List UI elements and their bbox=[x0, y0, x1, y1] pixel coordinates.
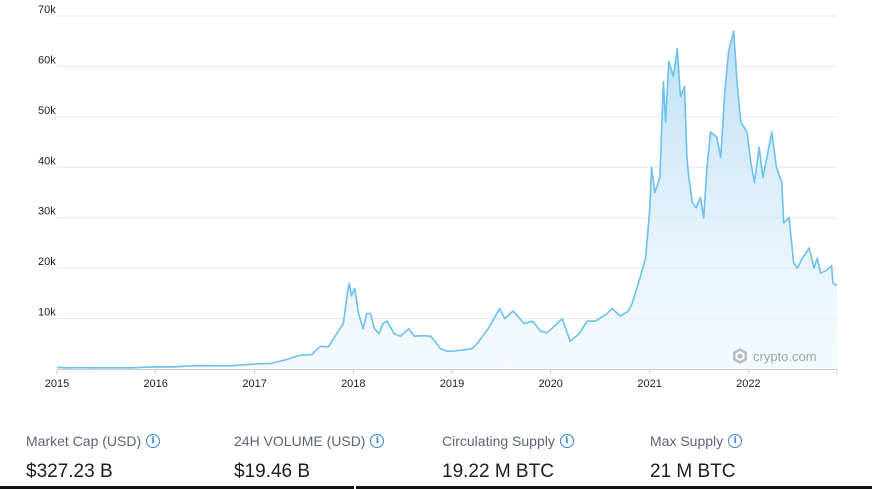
price-area bbox=[56, 30, 838, 369]
stat-max-supply-label: Max Supply bbox=[650, 433, 724, 449]
stat-market-cap: Market Cap (USD) i $327.23 B bbox=[26, 432, 161, 483]
x-tick-label: 2017 bbox=[242, 378, 266, 390]
y-tick-label: 20k bbox=[38, 256, 56, 268]
bottom-divider-gap bbox=[354, 486, 356, 489]
price-chart-svg[interactable]: 10k 20k 30k 40k 50k 60k 70k 2015 2016 2017 2018 201… bbox=[0, 0, 872, 400]
bottom-divider bbox=[0, 486, 872, 489]
stat-market-cap-label-row: Market Cap (USD) i bbox=[26, 432, 161, 450]
stat-max-supply-value: 21 M BTC bbox=[650, 461, 736, 482]
stat-circulating-supply: Circulating Supply i 19.22 M BTC bbox=[442, 432, 574, 483]
y-tick-label: 10k bbox=[38, 307, 56, 319]
crypto-com-watermark: crypto.com bbox=[732, 347, 817, 365]
stat-max-supply: Max Supply i 21 M BTC bbox=[650, 432, 743, 483]
y-tick-label: 30k bbox=[38, 206, 56, 218]
info-icon[interactable]: i bbox=[559, 434, 574, 448]
x-tick-label: 2018 bbox=[341, 378, 365, 390]
info-icon[interactable]: i bbox=[370, 434, 385, 448]
stat-24h-volume-label: 24H VOLUME (USD) bbox=[234, 433, 366, 449]
x-tick-label: 2019 bbox=[440, 378, 464, 390]
stat-market-cap-label: Market Cap (USD) bbox=[26, 433, 142, 449]
y-tick-label: 50k bbox=[38, 105, 56, 117]
stat-24h-volume: 24H VOLUME (USD) i $19.46 B bbox=[234, 432, 385, 483]
stats-bar: Market Cap (USD) i $327.23 B 24H VOLUME … bbox=[0, 420, 872, 489]
axis-labels: 10k 20k 30k 40k 50k 60k 70k 2015 2016 2017 2018 201… bbox=[38, 4, 761, 390]
grid-lines bbox=[57, 15, 837, 320]
x-tick-label: 2021 bbox=[637, 378, 661, 390]
stat-24h-volume-value: $19.46 B bbox=[234, 461, 311, 482]
x-axis bbox=[56, 369, 838, 374]
info-icon[interactable]: i bbox=[728, 434, 743, 448]
info-icon[interactable]: i bbox=[146, 434, 161, 448]
price-line bbox=[56, 30, 838, 369]
stat-max-supply-label-row: Max Supply i bbox=[650, 432, 743, 450]
y-tick-label: 40k bbox=[38, 155, 56, 167]
y-tick-label: 60k bbox=[38, 54, 56, 66]
stat-24h-volume-label-row: 24H VOLUME (USD) i bbox=[234, 432, 385, 450]
y-tick-label: 70k bbox=[38, 4, 56, 16]
x-tick-label: 2015 bbox=[45, 378, 69, 390]
x-tick-label: 2016 bbox=[143, 378, 167, 390]
stat-circulating-supply-label-row: Circulating Supply i bbox=[442, 432, 574, 450]
x-tick-label: 2022 bbox=[736, 378, 760, 390]
stat-circulating-supply-value: 19.22 M BTC bbox=[442, 461, 554, 482]
stat-circulating-supply-label: Circulating Supply bbox=[442, 433, 555, 449]
x-tick-label: 2020 bbox=[538, 378, 562, 390]
price-area-fill bbox=[57, 31, 837, 369]
stat-market-cap-value: $327.23 B bbox=[26, 461, 113, 482]
watermark-text: crypto.com bbox=[753, 348, 817, 364]
crypto-com-logo-icon bbox=[733, 348, 747, 364]
price-chart[interactable]: 10k 20k 30k 40k 50k 60k 70k 2015 2016 2017 2018 201… bbox=[0, 0, 872, 400]
